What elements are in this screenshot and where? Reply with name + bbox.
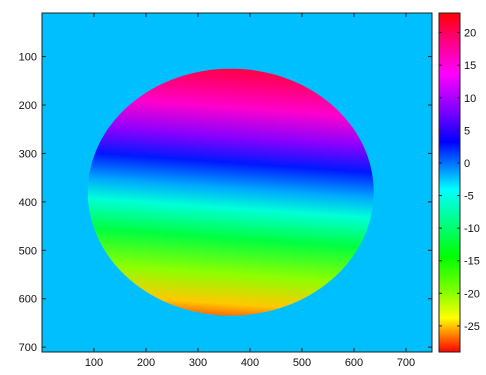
x-tick-label: 500	[293, 357, 311, 369]
x-tick-label: 100	[85, 357, 103, 369]
y-tick-label: 700	[19, 342, 37, 354]
colorbar-tick-label: 5	[464, 125, 470, 137]
colorbar-tick-label: 20	[464, 28, 476, 40]
y-tick-label: 300	[19, 148, 37, 160]
y-tick-label: 600	[19, 294, 37, 306]
x-tick-label: 700	[397, 357, 415, 369]
x-tick-label: 400	[241, 357, 259, 369]
colorbar-tick-label: -15	[464, 256, 480, 268]
x-tick-label: 200	[137, 357, 155, 369]
colorbar-scale	[438, 12, 461, 353]
heatmap-disk	[87, 68, 374, 316]
y-tick-label: 500	[19, 245, 37, 257]
x-tick-label: 300	[189, 357, 207, 369]
colorbar-tick-label: -20	[464, 288, 480, 300]
colorbar-tick-label: 0	[464, 158, 470, 170]
y-tick-label: 200	[19, 100, 37, 112]
x-axis: 100 200 300 400 500 600 700	[85, 13, 415, 369]
colorbar: 20 15 10 5 0 -5 -10 -15 -20 -25	[438, 12, 480, 353]
colorbar-tick-label: 15	[464, 60, 476, 72]
plot-area	[41, 12, 433, 353]
y-tick-label: 400	[19, 197, 37, 209]
colorbar-tick-label: 10	[464, 93, 476, 105]
colorbar-tick-label: -25	[464, 321, 480, 333]
y-tick-label: 100	[19, 52, 37, 64]
colorbar-tick-label: -5	[464, 191, 474, 203]
y-axis: 100 200 300 400 500 600 700	[19, 52, 432, 354]
plot-frame	[41, 12, 433, 353]
x-tick-label: 600	[345, 357, 363, 369]
colorbar-tick-label: -10	[464, 223, 480, 235]
